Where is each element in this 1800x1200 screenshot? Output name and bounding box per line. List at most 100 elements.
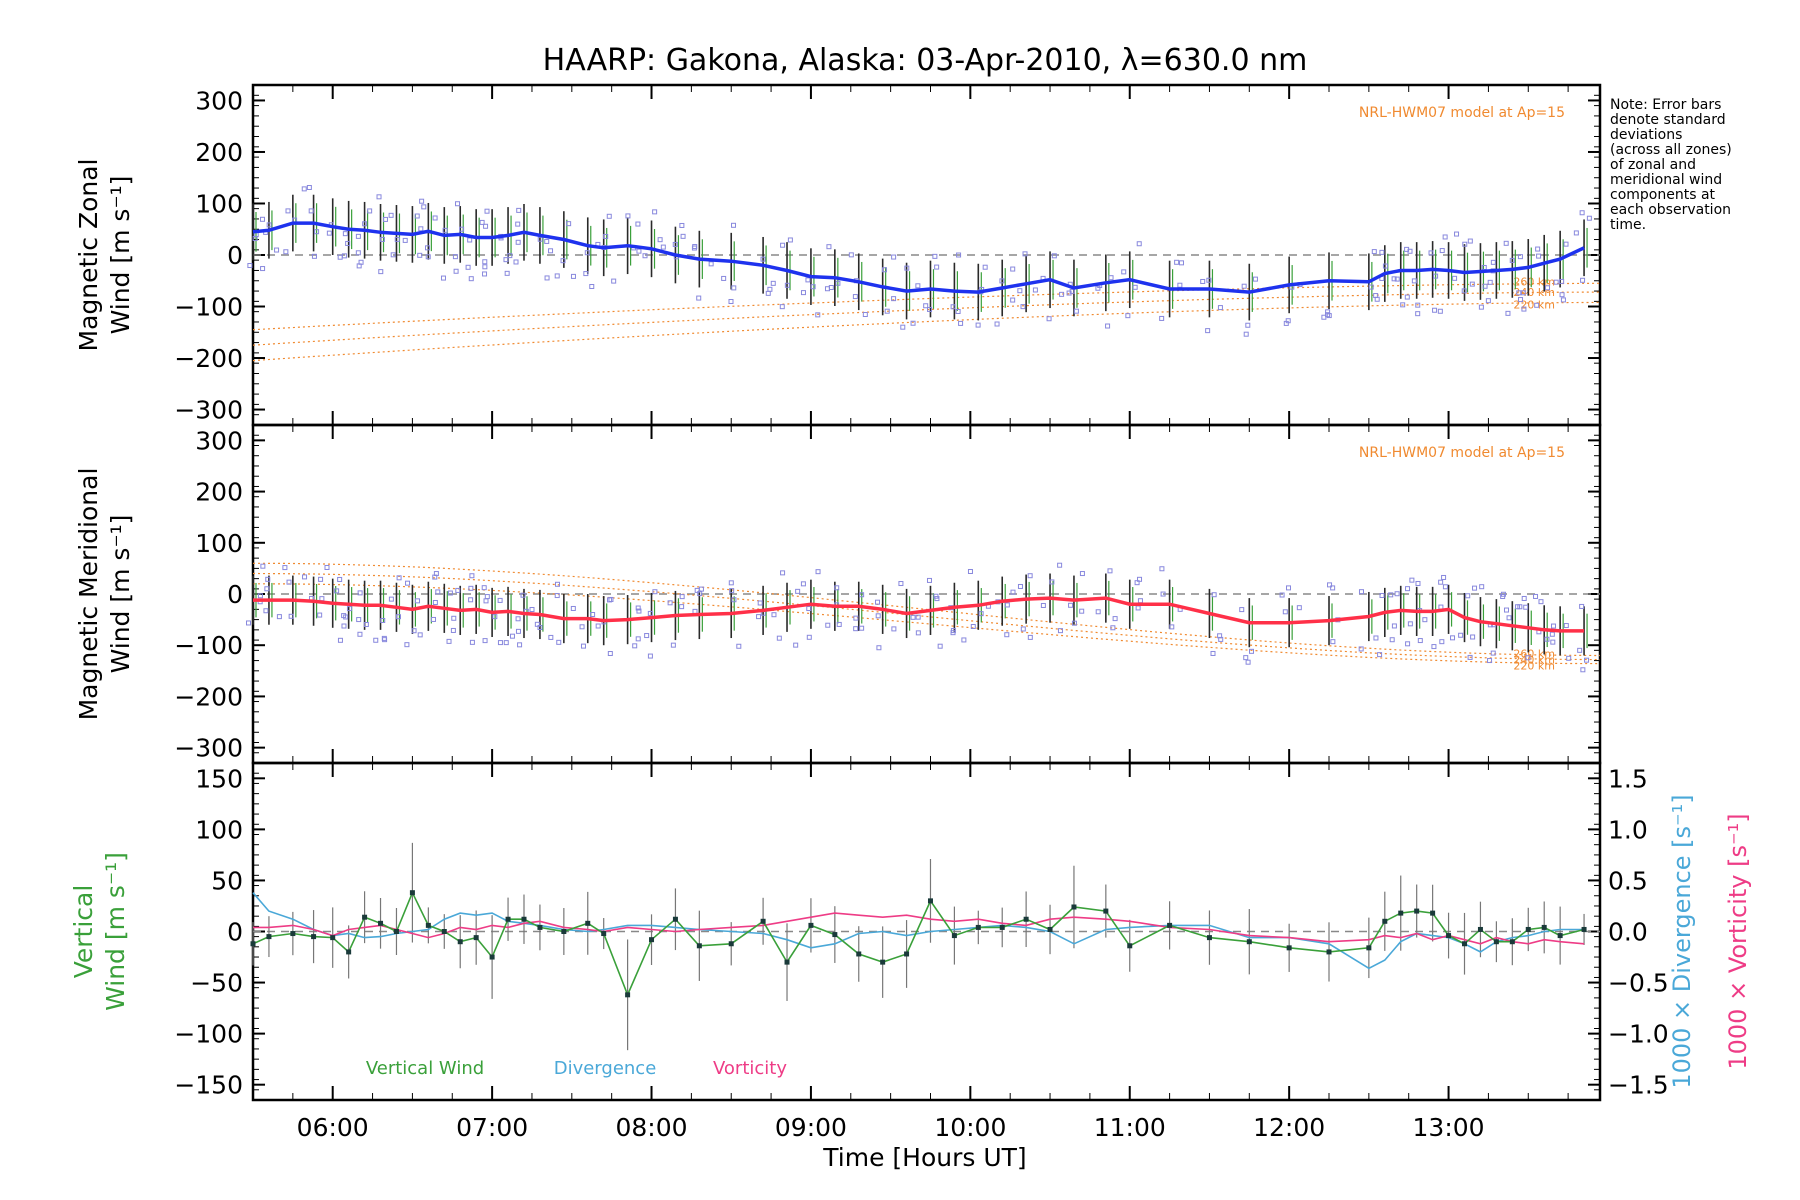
sample-point	[1169, 624, 1175, 630]
sample-point	[1536, 253, 1542, 259]
sample-point	[1550, 639, 1556, 645]
sample-point	[1159, 566, 1165, 572]
x-tick-label: 12:00	[1253, 1113, 1325, 1142]
sample-point	[469, 639, 475, 645]
sample-point	[1371, 249, 1377, 255]
sample-point	[479, 219, 485, 225]
vertical-wind-point	[649, 937, 655, 943]
sample-point	[898, 581, 904, 587]
sample-point	[1538, 599, 1544, 605]
sample-point	[326, 230, 332, 236]
sample-point	[731, 222, 737, 228]
sample-point	[1521, 595, 1527, 601]
sample-point	[694, 587, 700, 593]
sample-point	[1439, 248, 1445, 254]
sample-point	[736, 643, 742, 649]
note-line: time.	[1610, 217, 1646, 233]
sample-point	[1560, 297, 1566, 303]
y2-tick-label: −1.5	[1608, 1071, 1669, 1100]
sample-point	[978, 611, 984, 617]
sample-point	[915, 283, 921, 289]
sample-point	[1577, 647, 1583, 653]
sample-point	[923, 303, 929, 309]
sample-point	[1027, 573, 1033, 579]
sample-point	[446, 638, 452, 644]
sample-point	[482, 638, 488, 644]
sample-point	[1404, 294, 1410, 300]
sample-point	[259, 216, 265, 222]
vertical-wind-point	[489, 954, 495, 960]
sample-point	[728, 298, 734, 304]
sample-point	[1032, 287, 1038, 293]
sample-point	[257, 593, 263, 599]
sample-point	[780, 242, 786, 248]
sample-point	[388, 212, 394, 218]
vertical-wind-point	[266, 934, 272, 940]
divergence-axis-label: 1000 × Divergence [s⁻¹]	[1668, 794, 1696, 1088]
sample-point	[950, 304, 956, 310]
sample-point	[570, 273, 576, 279]
sample-point	[679, 604, 685, 610]
sample-point	[1243, 655, 1249, 661]
sample-point	[459, 226, 465, 232]
vertical-wind-point	[1167, 922, 1173, 928]
sample-point	[468, 597, 474, 603]
vertical-wind-point	[1557, 933, 1563, 939]
sample-point	[314, 229, 320, 235]
sample-point	[442, 227, 448, 233]
sample-point	[1442, 584, 1448, 590]
sample-point	[697, 591, 703, 597]
sample-point	[341, 623, 347, 629]
sample-point	[595, 623, 601, 629]
sample-point	[432, 599, 438, 605]
sample-point	[1520, 290, 1526, 296]
vertical-wind-point	[625, 992, 631, 998]
sample-point	[469, 573, 475, 579]
sample-point	[1368, 284, 1374, 290]
sample-point	[1217, 305, 1223, 311]
sample-point	[915, 630, 921, 636]
sample-point	[607, 651, 613, 657]
sample-point	[337, 576, 343, 582]
sample-point	[1071, 620, 1077, 626]
sample-point	[411, 628, 417, 634]
vertical-wind-point	[1286, 945, 1292, 951]
sample-point	[770, 280, 776, 286]
sample-point	[1415, 311, 1421, 317]
y-tick-label: 300	[195, 426, 243, 455]
x-tick-label: 11:00	[1094, 1113, 1166, 1142]
sample-point	[937, 643, 943, 649]
sample-point	[1469, 281, 1475, 287]
sample-point	[1282, 609, 1288, 615]
y-tick-label: 150	[195, 764, 243, 793]
sample-point	[1358, 589, 1364, 595]
vertical-wind-point	[1206, 935, 1212, 941]
sample-point	[636, 248, 642, 254]
sample-point	[1579, 210, 1585, 216]
sample-point	[728, 580, 734, 586]
vertical-wind-point	[1366, 945, 1372, 951]
vertical-wind-point	[1326, 949, 1332, 955]
sample-point	[404, 642, 410, 648]
sample-point	[1450, 635, 1456, 641]
sample-point	[1415, 302, 1421, 308]
sample-point	[1551, 623, 1557, 629]
vertical-wind-point	[784, 959, 790, 965]
sample-point	[1467, 238, 1473, 244]
sample-point	[1136, 241, 1142, 247]
sample-point	[548, 634, 554, 640]
sample-point	[1358, 646, 1364, 652]
sample-point	[836, 621, 842, 627]
x-tick-label: 08:00	[615, 1113, 687, 1142]
sample-point	[756, 614, 762, 620]
note-line: deviations	[1610, 127, 1682, 143]
y-tick-label: −200	[174, 682, 243, 711]
sample-point	[1020, 304, 1026, 310]
sample-point	[1441, 574, 1447, 580]
sample-point	[301, 186, 307, 192]
sample-point	[1432, 307, 1438, 313]
vertical-wind-point	[1103, 908, 1109, 914]
sample-point	[1296, 605, 1302, 611]
sample-point	[787, 237, 793, 243]
sample-point	[1079, 608, 1085, 614]
